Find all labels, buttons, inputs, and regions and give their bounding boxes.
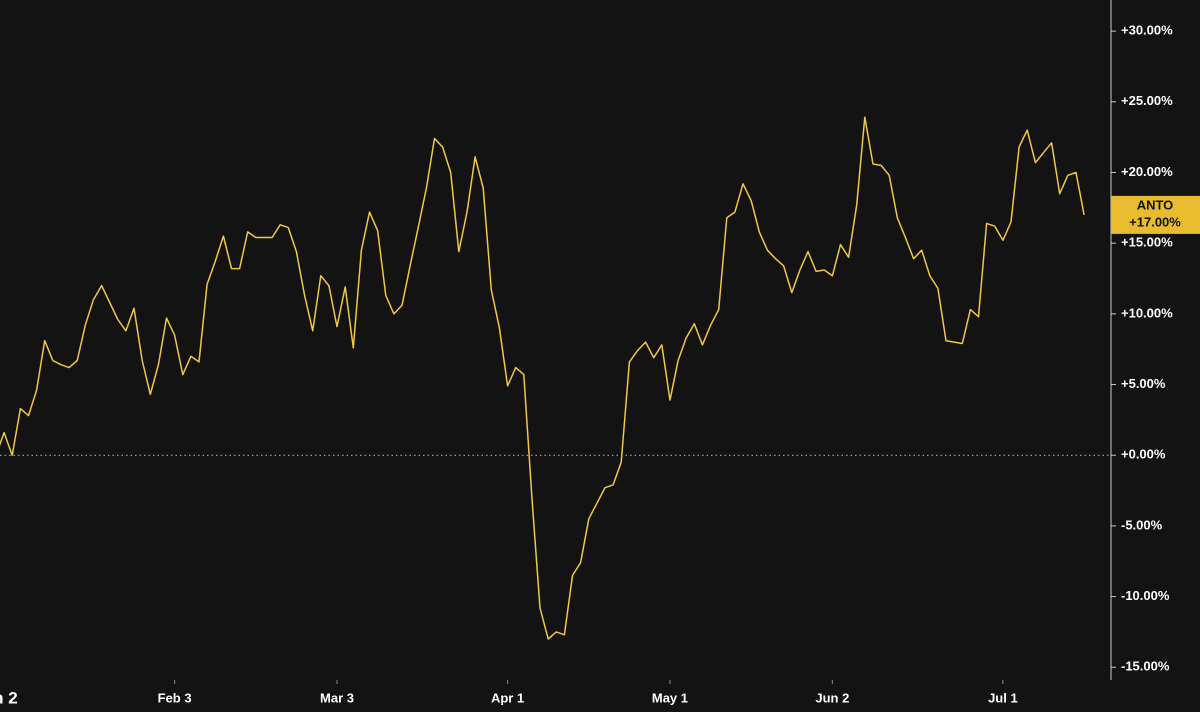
x-tick-label: Feb 3 bbox=[158, 690, 192, 705]
y-tick-label: +25.00% bbox=[1121, 93, 1173, 108]
last-value-tag bbox=[1111, 195, 1200, 234]
y-tick-label: -10.00% bbox=[1121, 588, 1170, 603]
y-tick-label: +5.00% bbox=[1121, 376, 1166, 391]
x-tick-label: Apr 1 bbox=[491, 690, 524, 705]
y-tick-label: -15.00% bbox=[1121, 659, 1170, 674]
x-tick-label: Jan 2 bbox=[0, 688, 18, 707]
y-tick-label: -5.00% bbox=[1121, 517, 1163, 532]
x-tick-label: May 1 bbox=[652, 690, 688, 705]
tag-name: ANTO bbox=[1137, 197, 1174, 212]
x-tick-label: Jun 2 bbox=[815, 690, 849, 705]
x-tick-label: Mar 3 bbox=[320, 690, 354, 705]
y-tick-label: +30.00% bbox=[1121, 23, 1173, 38]
price-line bbox=[0, 116, 1085, 640]
y-tick-label: +20.00% bbox=[1121, 164, 1173, 179]
y-tick-label: +15.00% bbox=[1121, 235, 1173, 250]
y-tick-label: +0.00% bbox=[1121, 447, 1166, 462]
x-tick-label: Jul 1 bbox=[988, 690, 1018, 705]
tag-value: +17.00% bbox=[1129, 214, 1181, 229]
y-tick-label: +10.00% bbox=[1121, 305, 1173, 320]
